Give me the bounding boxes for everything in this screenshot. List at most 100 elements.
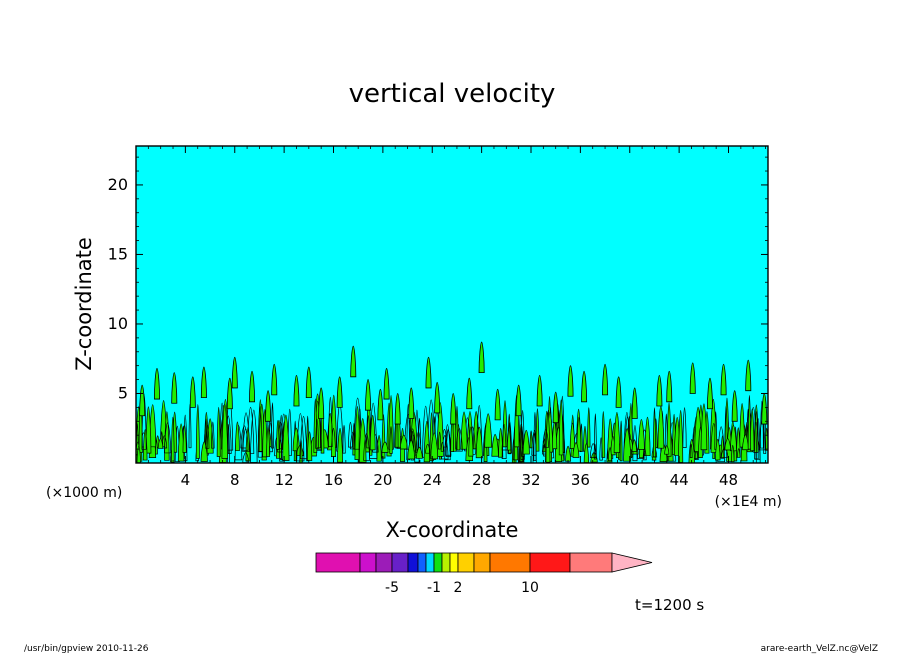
contour-cell: [271, 402, 274, 449]
colorbar: [315, 552, 653, 573]
contour-cell: [569, 422, 576, 449]
contour-cell: [257, 406, 263, 458]
updraft-plume: [515, 384, 522, 417]
contour-cell: [299, 416, 308, 460]
updraft-plume: [383, 368, 390, 400]
colorbar-segment: [457, 552, 475, 573]
contour-cell: [678, 409, 684, 463]
contour-cell: [664, 445, 670, 455]
x-tick-label: 12: [275, 471, 294, 489]
colorbar-segment: [407, 552, 419, 573]
colorbar-segment: [425, 552, 435, 573]
y-tick-label: 10: [108, 314, 128, 333]
colorbar-segment: [473, 552, 491, 573]
contour-cell: [221, 403, 229, 459]
contour-cell: [730, 425, 737, 452]
contour-cell: [282, 414, 290, 461]
updraft-plume: [478, 341, 485, 374]
contour-cell: [250, 409, 258, 463]
colorbar-tick-label: -5: [385, 580, 399, 596]
updraft-plume: [318, 387, 325, 419]
colorbar-segment: [441, 552, 451, 573]
contour-cell: [328, 396, 333, 447]
contour-cell: [714, 411, 718, 450]
updraft-plume: [425, 356, 432, 389]
contour-cell: [445, 429, 452, 457]
x-tick-label: 24: [423, 471, 442, 489]
contour-cell: [613, 411, 621, 453]
contour-cell: [266, 424, 270, 457]
x-tick-label: 40: [620, 471, 639, 489]
y-tick-labels: 5 10 15 20: [108, 175, 128, 403]
colorbar-segment: [391, 552, 409, 573]
contour-cell: [296, 413, 305, 462]
contour-cell: [430, 432, 439, 460]
y-tick-label: 15: [108, 244, 128, 263]
plot-area: [135, 145, 769, 464]
footer-right: arare-earth_VelZ.nc@VelZ: [761, 644, 878, 654]
contour-cell: [484, 413, 493, 448]
contour-cell: [369, 414, 376, 451]
updraft-plume: [706, 377, 713, 410]
contour-cell: [593, 413, 597, 460]
contour-cell: [475, 426, 483, 459]
updraft-plume: [656, 375, 663, 407]
updraft-plume: [336, 376, 343, 408]
updraft-plume: [249, 370, 256, 403]
updraft-plume: [631, 387, 638, 419]
updraft-plume: [153, 368, 160, 400]
colorbar-tick-label: 2: [454, 580, 463, 596]
updraft-plume: [365, 379, 372, 411]
updraft-plume: [200, 366, 207, 399]
updraft-plume: [466, 377, 473, 410]
footer-left: /usr/bin/gpview 2010-11-26: [24, 644, 149, 654]
contour-cell: [558, 399, 564, 456]
contour-field: [136, 341, 768, 463]
updraft-plume: [226, 377, 233, 410]
colorbar-segment: [449, 552, 459, 573]
colorbar-segment: [359, 552, 377, 573]
colorbar-segment: [315, 552, 361, 573]
contour-cell: [164, 422, 172, 454]
colorbar-segment: [375, 552, 393, 573]
updraft-plume: [720, 363, 727, 396]
x-tick-label: 48: [719, 471, 738, 489]
colorbar-tick-labels: -5 -1 2 10: [385, 580, 539, 596]
contour-cell: [572, 442, 580, 458]
contour-cell: [739, 403, 745, 448]
contour-cell: [157, 438, 164, 449]
contour-cell: [315, 418, 319, 449]
colorbar-tick-label: -1: [427, 580, 441, 596]
contour-cell: [682, 407, 687, 449]
x-tick-label: 4: [181, 471, 191, 489]
colorbar-tick-label: 10: [521, 580, 539, 596]
chart-title: vertical velocity: [349, 79, 556, 109]
contour-cell: [737, 448, 741, 458]
updraft-plume: [231, 356, 238, 389]
updraft-plume: [271, 363, 278, 396]
colorbar-segment: [569, 552, 613, 573]
contour-cell: [576, 417, 582, 452]
contour-cell: [531, 431, 537, 456]
colorbar-segment: [417, 552, 427, 573]
contour-cell: [747, 395, 752, 450]
contour-cell: [216, 406, 221, 457]
contour-cell: [389, 426, 393, 454]
contour-cell: [242, 412, 250, 452]
contour-cell: [425, 443, 431, 454]
contour-cell: [460, 411, 468, 450]
colorbar-segment: [433, 552, 443, 573]
contour-cell: [754, 411, 759, 460]
contour-cell: [205, 424, 210, 449]
updraft-plume: [189, 376, 196, 408]
colorbar-segment: [529, 552, 571, 573]
contour-cell: [358, 418, 367, 463]
x-units-left: (×1000 m): [46, 485, 122, 501]
updraft-plume: [552, 391, 559, 424]
contour-cell: [638, 419, 645, 450]
updraft-plume: [377, 388, 384, 421]
contour-cell: [491, 433, 499, 457]
contour-cell: [593, 443, 597, 458]
contour-cell: [506, 429, 512, 451]
